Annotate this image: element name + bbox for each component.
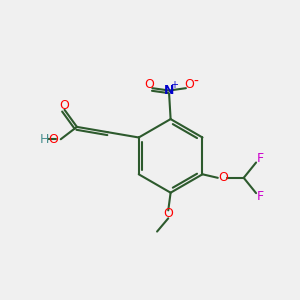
Text: +: +: [170, 80, 178, 90]
Text: O: O: [60, 99, 70, 112]
Text: O: O: [49, 133, 58, 146]
Text: F: F: [257, 152, 264, 166]
Text: O: O: [184, 78, 194, 91]
Text: O: O: [145, 78, 154, 91]
Text: N: N: [164, 84, 174, 97]
Text: -: -: [194, 75, 199, 89]
Text: O: O: [218, 171, 228, 184]
Text: O: O: [163, 207, 173, 220]
Text: H: H: [40, 133, 49, 146]
Text: F: F: [257, 190, 264, 203]
